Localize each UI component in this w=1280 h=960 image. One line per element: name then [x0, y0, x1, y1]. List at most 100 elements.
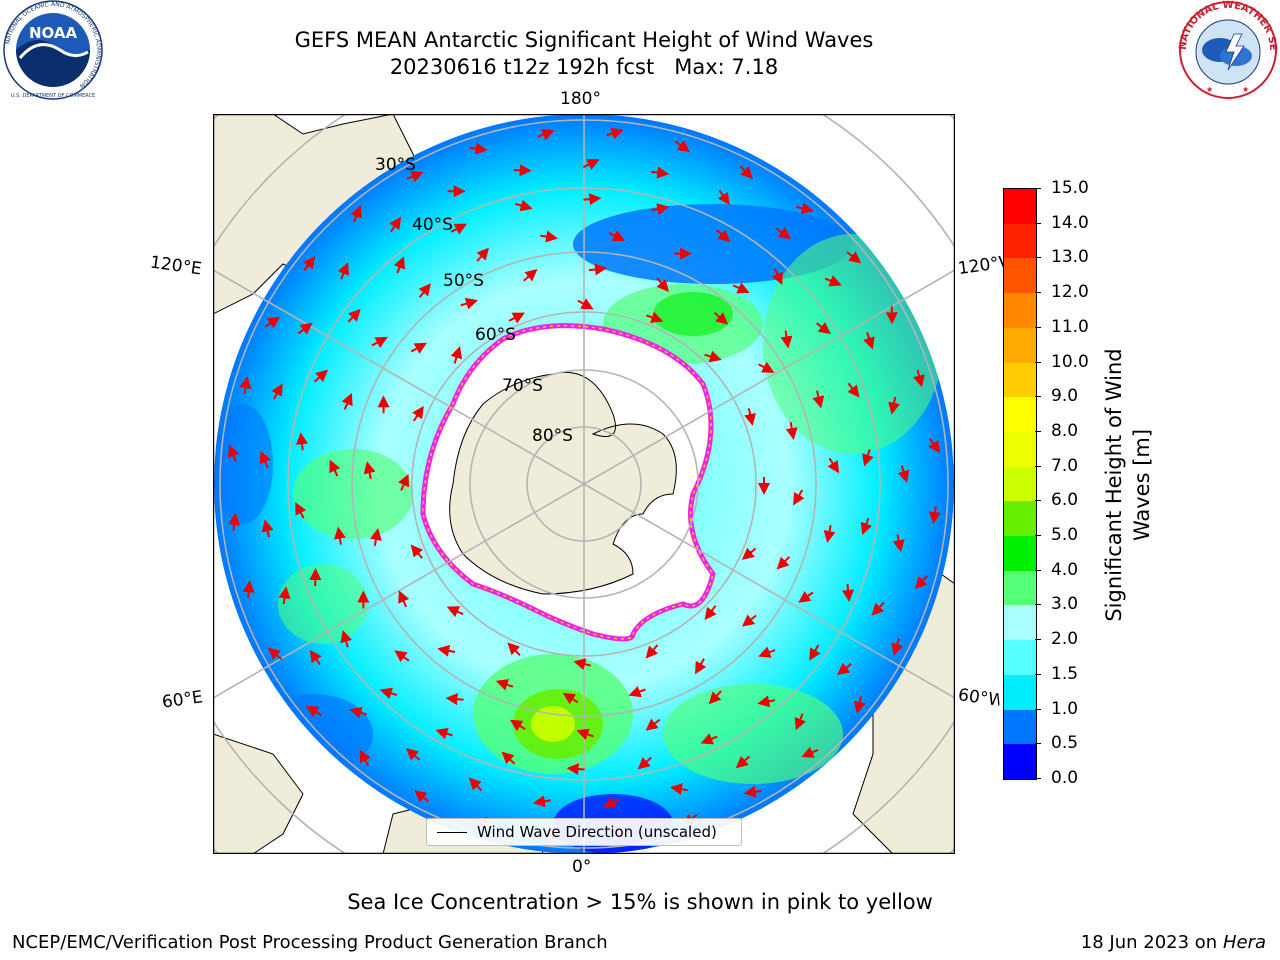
wave-direction-arrow — [776, 556, 791, 570]
colorbar-segment — [1004, 501, 1036, 537]
wave-direction-arrow — [823, 525, 836, 543]
wave-direction-arrow — [892, 534, 905, 553]
chart-title: GEFS MEAN Antarctic Significant Height o… — [294, 28, 874, 52]
wave-direction-arrow — [406, 170, 424, 183]
lon-label-bottom: 0° — [572, 857, 592, 877]
wave-direction-arrow — [296, 432, 308, 451]
wave-direction-arrow — [637, 756, 652, 770]
wave-direction-arrow — [744, 408, 756, 426]
lon-label-upper-right: 120°W — [956, 252, 1006, 280]
wave-direction-arrow — [735, 755, 751, 769]
wave-direction-arrow — [897, 465, 910, 483]
wave-direction-arrow — [566, 763, 585, 776]
wave-direction-arrow — [741, 547, 757, 560]
svg-text:★: ★ — [1206, 85, 1213, 94]
lon-label-lower-left: 60°E — [160, 687, 205, 713]
wave-direction-arrow — [450, 223, 468, 235]
polar-map: 30°S 40°S 50°S 60°S 70°S 80°S — [213, 114, 955, 854]
max-label: Max: 7.18 — [674, 55, 779, 79]
lat-label-30: 30°S — [375, 155, 416, 175]
wave-direction-arrow — [228, 512, 241, 531]
wave-direction-arrow — [928, 437, 941, 454]
wave-direction-arrow — [798, 591, 814, 603]
colorbar-segment — [1004, 466, 1036, 502]
wave-direction-arrow — [645, 718, 661, 731]
wave-direction-arrow — [717, 189, 730, 205]
footer-credit: NCEP/EMC/Verification Post Processing Pr… — [12, 932, 608, 953]
wave-direction-arrow — [349, 706, 367, 719]
latitude-labels: 30°S 40°S 50°S 60°S 70°S 80°S — [375, 155, 573, 446]
wave-direction-arrow — [812, 390, 825, 409]
colorbar-segment — [1004, 293, 1036, 328]
wave-direction-arrow — [809, 644, 821, 661]
wave-direction-arrow — [507, 642, 521, 656]
colorbar-segment — [1004, 397, 1036, 432]
wave-direction-arrow — [350, 205, 362, 223]
wave-direction-arrow — [469, 142, 488, 155]
wave-direction-arrow — [741, 614, 757, 627]
noaa-logo-icon: NATIONAL OCEANIC AND ATMOSPHERIC ADMINIS… — [3, 0, 103, 100]
sea-ice-note: Sea Ice Concentration > 15% is shown in … — [347, 890, 933, 914]
colorbar-segment — [1004, 362, 1036, 398]
wave-direction-arrow — [785, 422, 798, 440]
wave-direction-arrow — [780, 330, 793, 349]
wave-direction-arrow — [573, 658, 592, 671]
wave-direction-arrow — [523, 269, 538, 282]
wave-direction-arrow — [414, 790, 429, 803]
wave-direction-arrow — [645, 644, 659, 659]
wave-direction-arrow — [757, 695, 776, 708]
colorbar-label: Significant Height of Wind Waves [m] — [1100, 348, 1156, 621]
wave-direction-arrow — [860, 517, 873, 536]
wave-direction-arrow — [716, 229, 731, 243]
wave-direction-arrow — [437, 644, 456, 657]
colorbar-segment — [1004, 431, 1036, 467]
wave-direction-arrow — [847, 382, 860, 398]
wave-direction-arrow — [694, 658, 707, 675]
wave-direction-arrow — [651, 203, 670, 215]
wave-direction-arrow — [628, 685, 646, 698]
colorbar-segment — [1004, 709, 1036, 745]
wave-direction-arrow — [588, 263, 607, 276]
wave-direction-arrow — [837, 662, 852, 675]
colorbar-segment — [1004, 640, 1036, 675]
wave-direction-arrow — [732, 282, 750, 294]
colorbar-segment — [1004, 536, 1036, 571]
wave-direction-arrow — [794, 713, 806, 731]
wave-direction-arrow — [303, 256, 316, 272]
colorbar-segment — [1004, 674, 1036, 710]
wave-direction-arrow — [914, 575, 928, 589]
wave-direction-arrow — [888, 396, 900, 415]
wave-direction-arrow — [651, 166, 670, 179]
wave-direction-arrow — [801, 746, 819, 758]
colorbar-label-line1: Significant Height of Wind — [1102, 348, 1126, 622]
wave-direction-arrow — [603, 796, 620, 808]
wave-direction-arrow — [583, 193, 602, 206]
wave-direction-arrow — [435, 727, 453, 740]
wave-direction-arrow — [405, 748, 421, 761]
lon-label-top: 180° — [560, 89, 601, 109]
lon-label-upper-left: 120°E — [148, 252, 203, 280]
wave-direction-arrow — [394, 650, 410, 663]
wave-direction-arrow — [398, 473, 410, 491]
wave-direction-arrow — [743, 785, 762, 798]
wave-direction-arrow — [305, 705, 322, 718]
wave-direction-arrow — [259, 450, 271, 468]
legend-line-swatch — [437, 832, 467, 833]
wave-direction-arrow — [645, 311, 664, 324]
wave-direction-arrow — [758, 361, 775, 373]
wave-direction-arrow — [713, 312, 729, 325]
wave-direction-arrow — [863, 332, 875, 350]
map-legend: Wind Wave Direction (unscaled) — [426, 818, 742, 846]
wave-direction-arrow — [871, 601, 885, 616]
wave-direction-arrow — [267, 647, 283, 661]
wave-direction-arrow — [371, 337, 388, 348]
wave-direction-arrow — [793, 489, 805, 506]
wave-direction-arrow — [341, 392, 353, 410]
wave-direction-arrow — [476, 247, 490, 262]
wave-direction-arrow — [508, 312, 525, 324]
wave-direction-arrow — [418, 283, 431, 298]
wave-direction-arrow — [445, 693, 464, 706]
wave-direction-arrow — [393, 256, 406, 274]
wave-direction-arrow — [842, 584, 855, 602]
wave-direction-arrow — [891, 638, 903, 656]
